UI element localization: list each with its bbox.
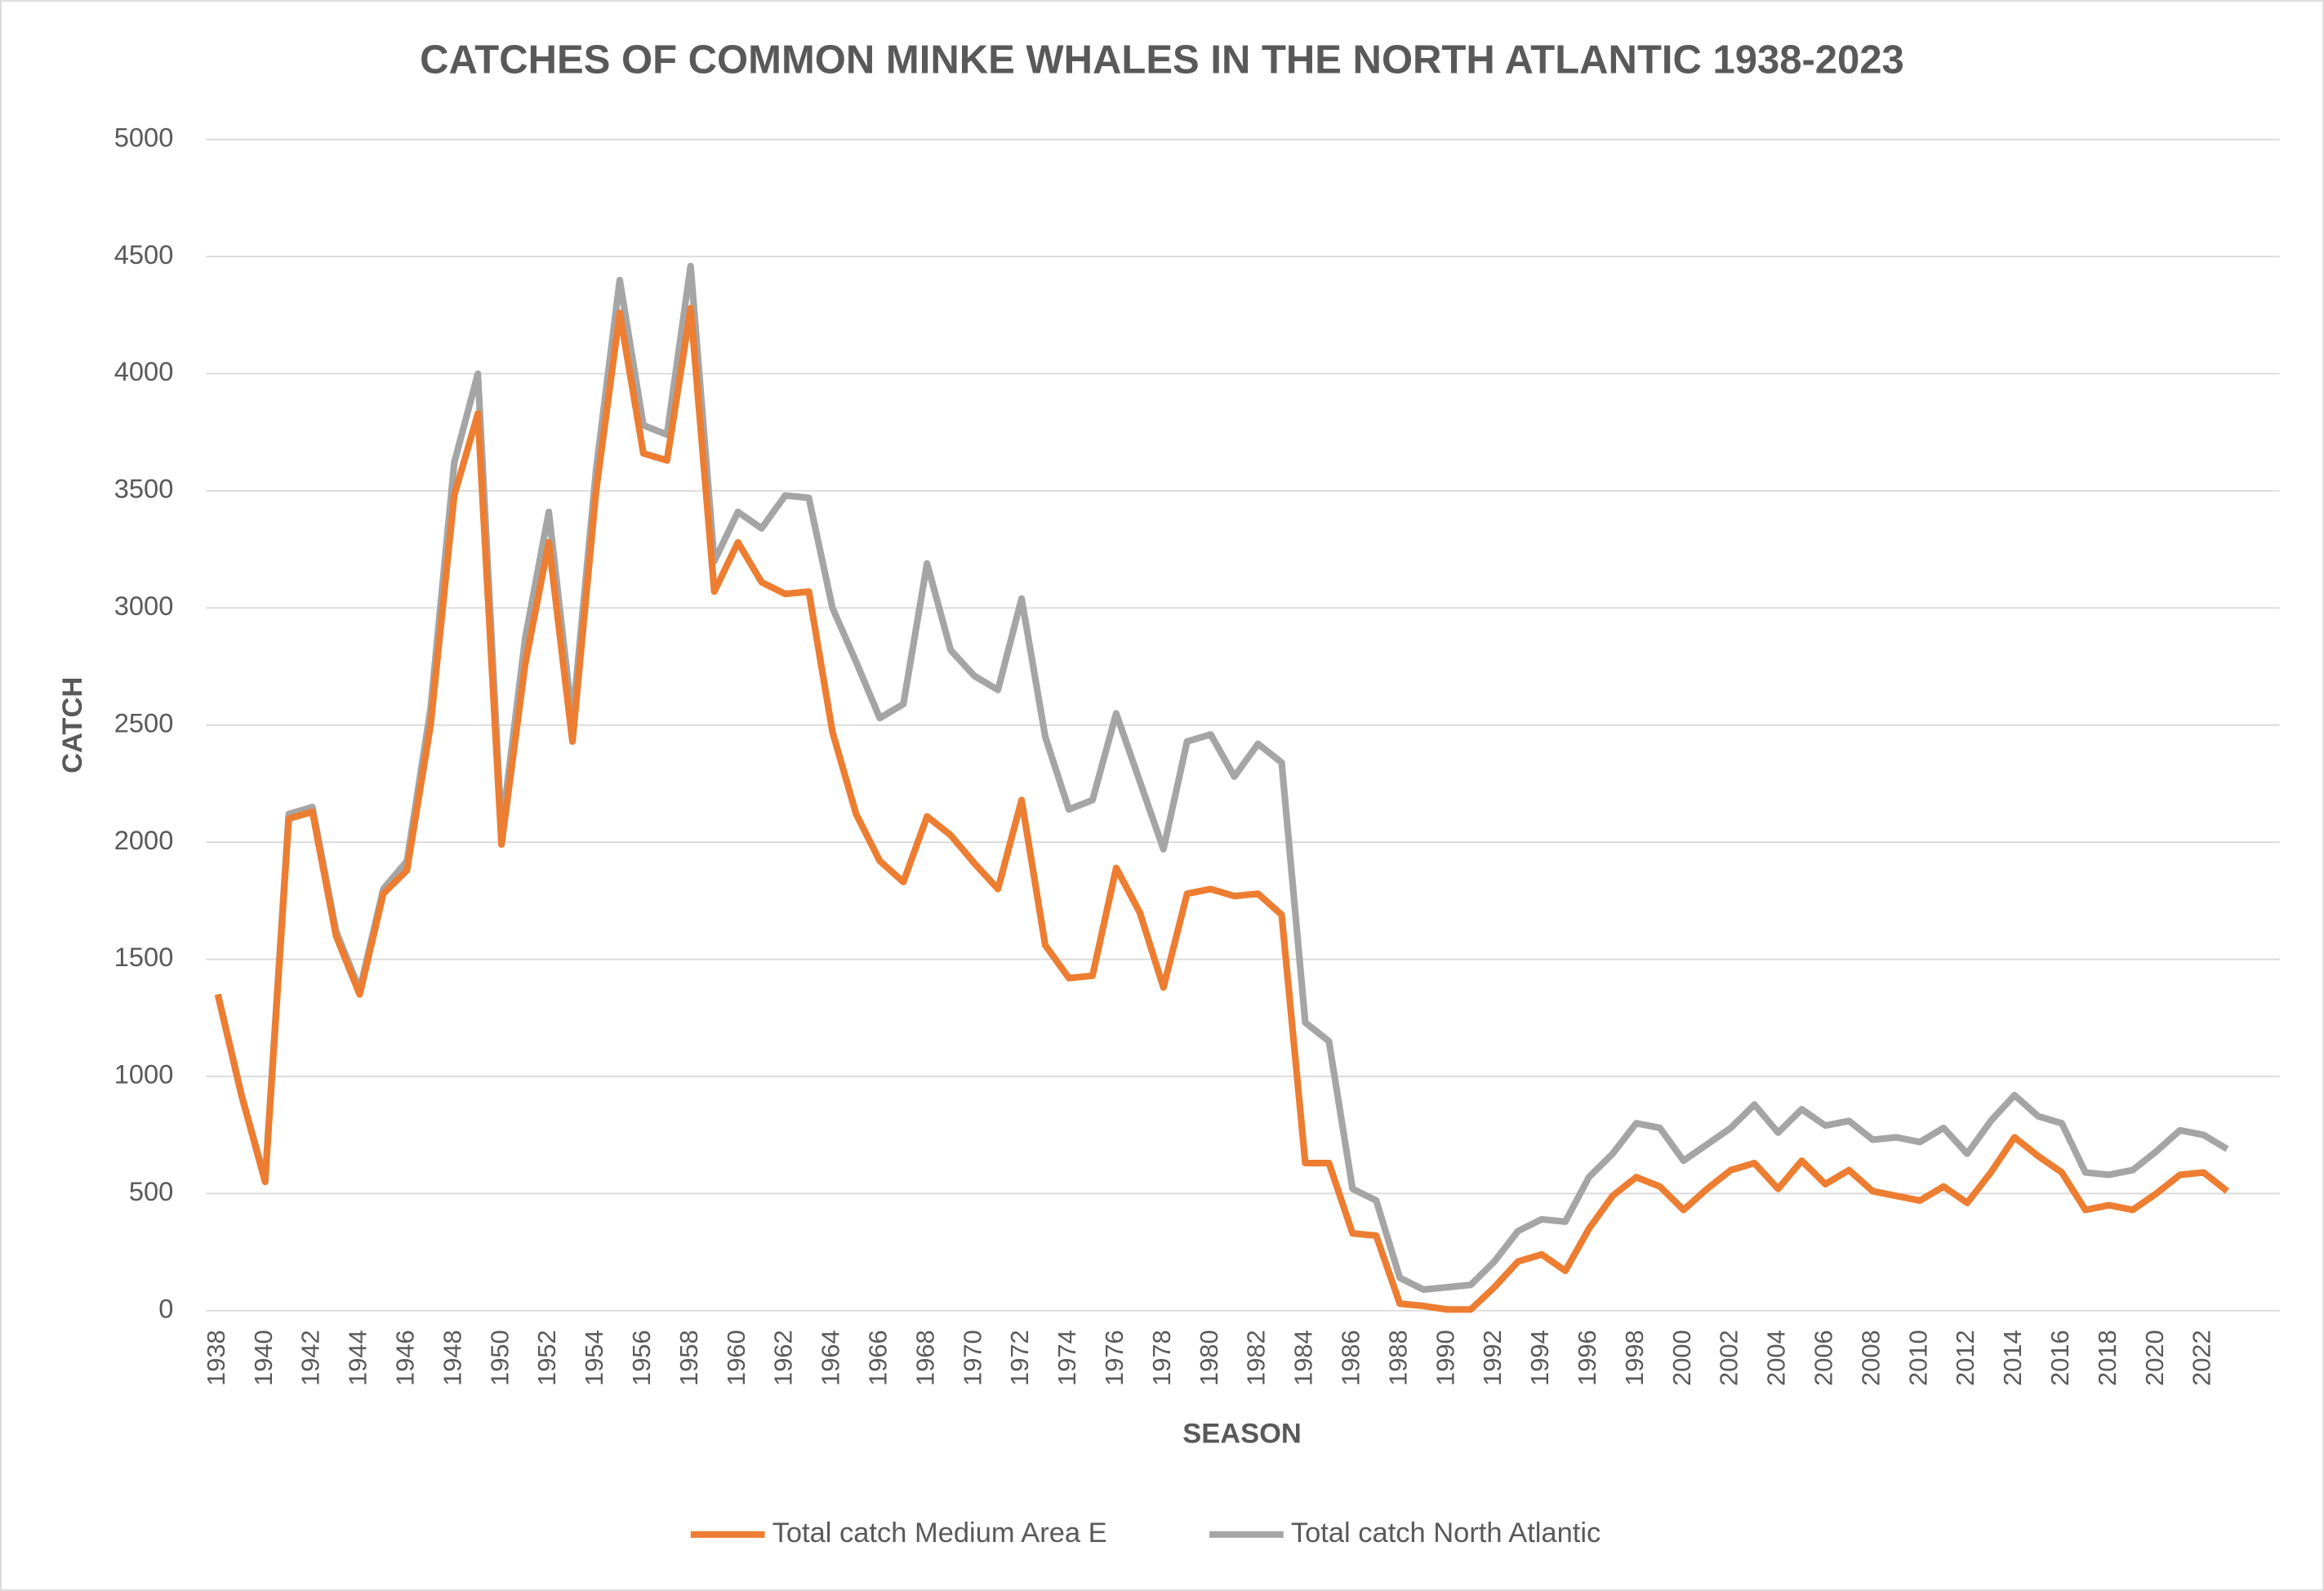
y-tick-label: 3500 (114, 474, 174, 504)
x-tick-label: 1976 (1100, 1330, 1129, 1386)
x-tick-label: 1958 (674, 1330, 703, 1386)
chart-title: CATCHES OF COMMON MINKE WHALES IN THE NO… (420, 38, 1904, 82)
x-tick-label: 2016 (2046, 1330, 2074, 1386)
x-tick-label: 1944 (344, 1330, 372, 1386)
legend-label: Total catch North Atlantic (1291, 1517, 1601, 1549)
series-line (214, 305, 2230, 1313)
y-axis-title: CATCH (57, 677, 88, 773)
x-tick-label: 1966 (864, 1330, 893, 1386)
x-tick-label: 1940 (249, 1330, 278, 1386)
x-tick-label: 1992 (1478, 1330, 1507, 1386)
y-tick-label: 0 (158, 1293, 173, 1323)
y-tick-label: 5000 (114, 122, 174, 152)
x-tick-label: 1952 (532, 1330, 561, 1386)
x-tick-label: 1998 (1620, 1330, 1649, 1386)
x-tick-label: 1942 (296, 1330, 325, 1386)
x-tick-label: 2004 (1762, 1330, 1791, 1386)
x-tick-label: 1996 (1573, 1330, 1601, 1386)
x-tick-label: 1968 (910, 1330, 939, 1386)
x-tick-label: 2012 (1951, 1330, 1979, 1386)
x-tick-label: 2018 (2093, 1330, 2121, 1386)
x-tick-label: 2000 (1667, 1330, 1696, 1386)
x-tick-label: 1960 (722, 1330, 750, 1386)
x-tick-label: 2002 (1715, 1330, 1743, 1386)
x-tick-label: 1978 (1147, 1330, 1176, 1386)
y-tick-label: 4500 (114, 239, 174, 270)
y-tick-label: 4000 (114, 356, 174, 386)
x-tick-label: 1988 (1383, 1330, 1412, 1386)
y-tick-label: 1000 (114, 1059, 174, 1090)
x-tick-label: 1964 (817, 1330, 845, 1386)
legend-label: Total catch Medium Area E (772, 1517, 1107, 1549)
y-tick-label: 500 (129, 1176, 173, 1206)
x-tick-label: 1990 (1431, 1330, 1459, 1386)
x-tick-label: 1986 (1337, 1330, 1365, 1386)
x-tick-label: 2022 (2188, 1330, 2216, 1386)
y-tick-label: 2500 (114, 707, 174, 738)
x-tick-label: 1980 (1195, 1330, 1223, 1386)
x-tick-label: 1974 (1053, 1330, 1081, 1386)
x-tick-label: 1938 (202, 1330, 230, 1386)
y-tick-label: 1500 (114, 942, 174, 972)
x-tick-label: 1994 (1525, 1330, 1554, 1386)
x-tick-label: 1970 (958, 1330, 986, 1386)
x-tick-label: 1962 (769, 1330, 798, 1386)
x-axis-title: SEASON (1182, 1418, 1302, 1449)
y-tick-label: 2000 (114, 825, 174, 855)
x-tick-label: 2008 (1856, 1330, 1885, 1386)
x-tick-label: 2010 (1903, 1330, 1932, 1386)
x-tick-label: 1950 (485, 1330, 514, 1386)
x-tick-label: 1984 (1289, 1330, 1318, 1386)
x-tick-label: 1954 (580, 1330, 608, 1386)
x-tick-label: 1946 (391, 1330, 420, 1386)
x-tick-label: 1948 (438, 1330, 466, 1386)
x-tick-label: 1972 (1005, 1330, 1034, 1386)
x-tick-label: 2020 (2140, 1330, 2169, 1386)
x-tick-label: 2014 (1998, 1330, 2027, 1386)
y-tick-label: 3000 (114, 590, 174, 621)
x-tick-label: 1982 (1242, 1330, 1271, 1386)
x-tick-label: 1956 (627, 1330, 656, 1386)
x-tick-label: 2006 (1810, 1330, 1838, 1386)
series-line (214, 262, 2229, 1294)
